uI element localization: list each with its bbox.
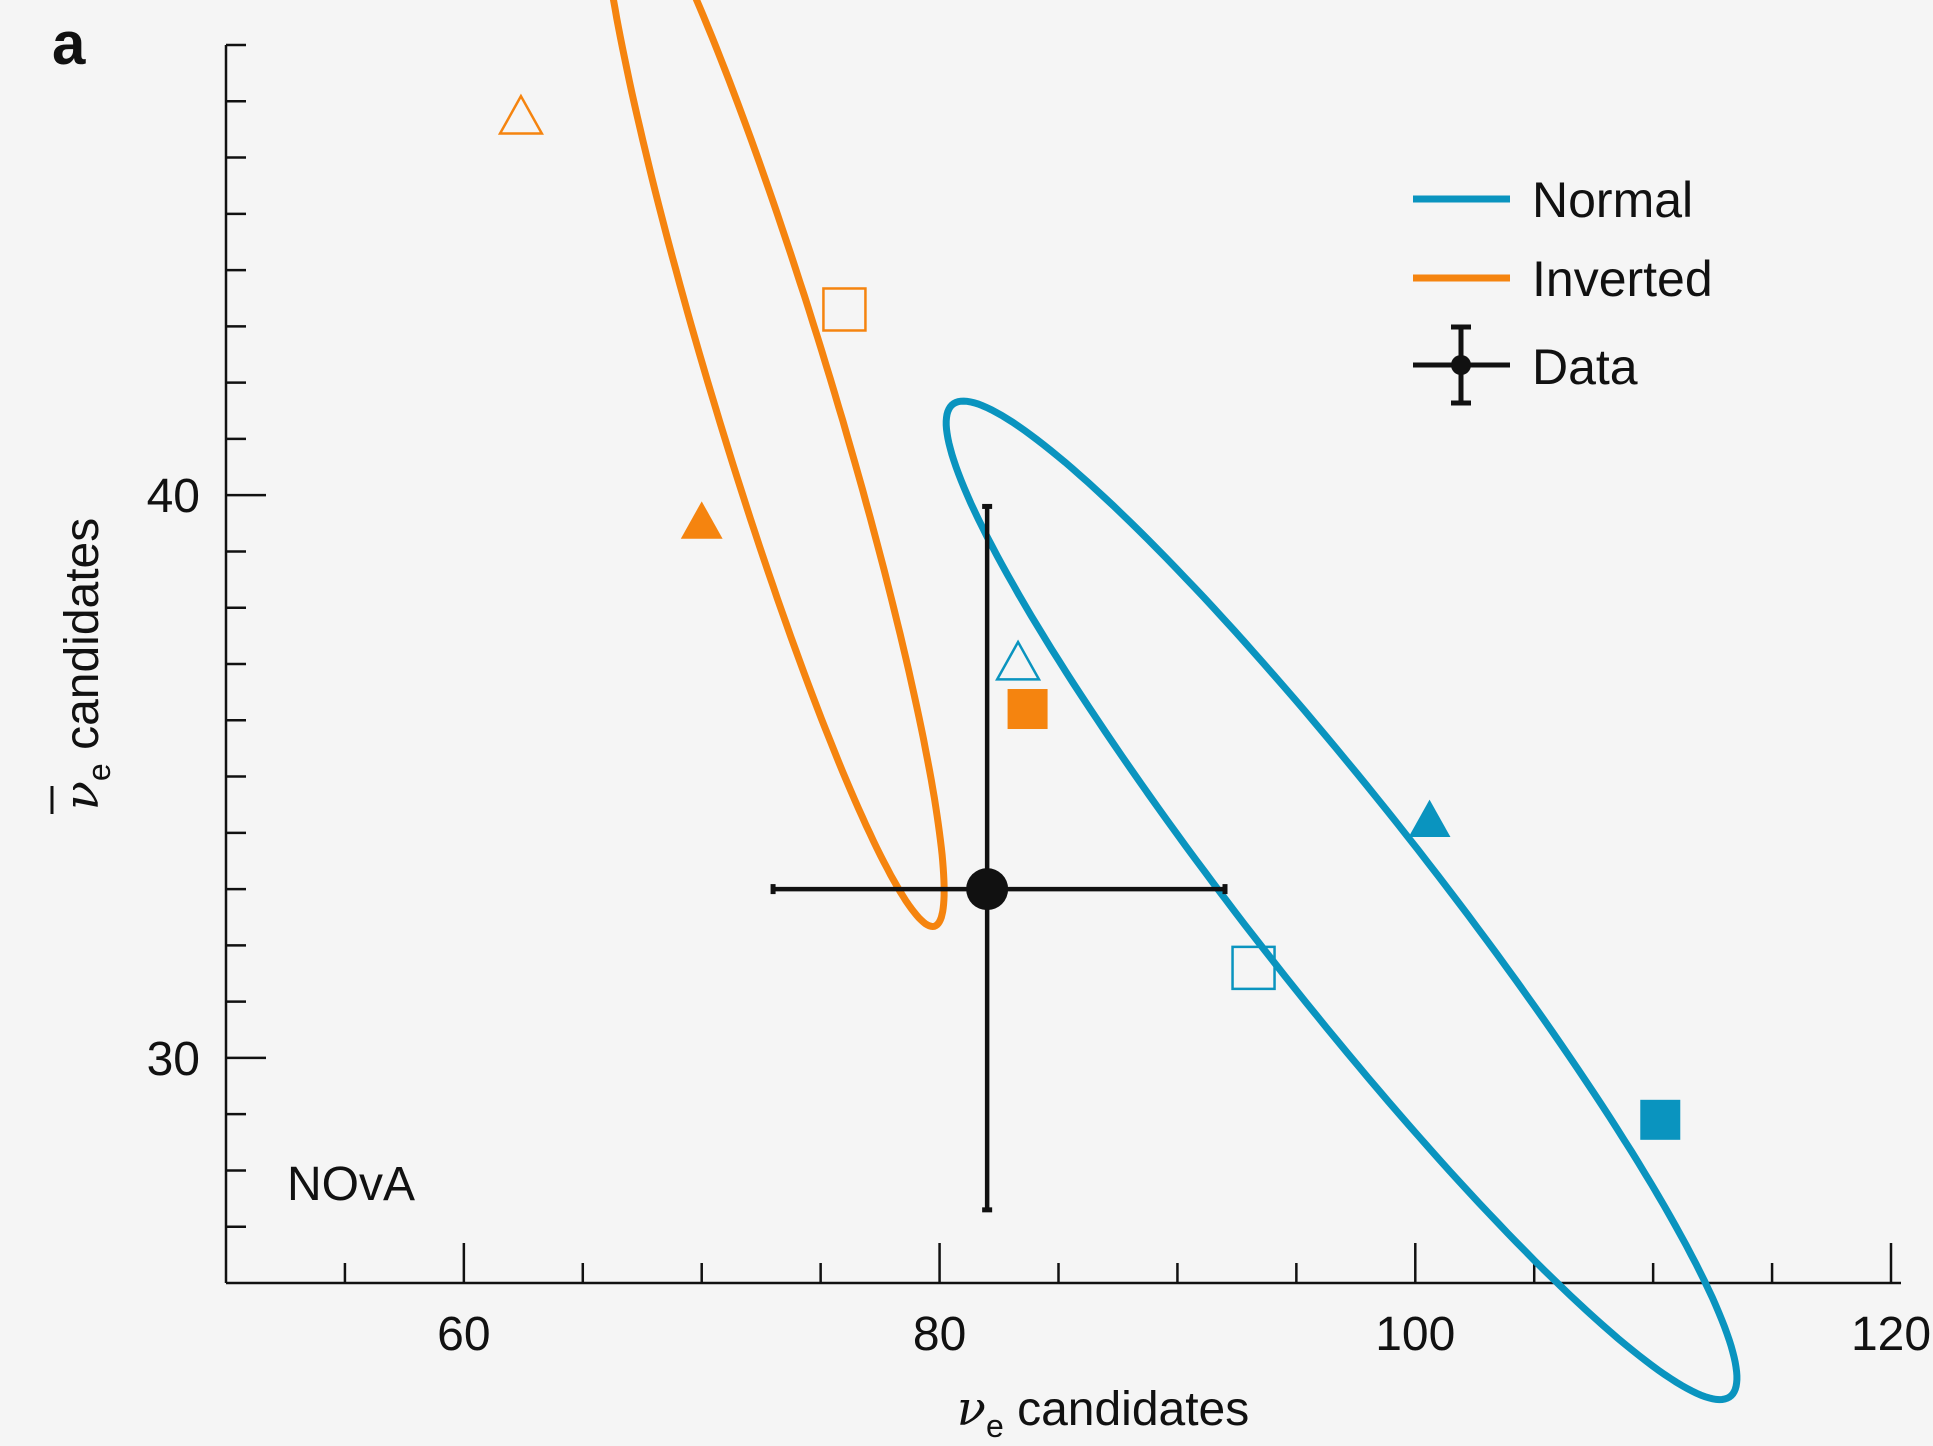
x-axis-label-symbol: ν [957, 1381, 986, 1437]
x-axis-label-subscript: e [986, 1408, 1004, 1444]
legend-swatch-data [1413, 324, 1510, 406]
ellipse-normal [942, 397, 1741, 1404]
ellipse-inverted [609, 0, 948, 931]
benchmark-markers [497, 93, 1681, 1140]
y-axis-label-symbol: ν [54, 781, 110, 810]
x-tick-label: 120 [1851, 1308, 1931, 1361]
x-tick-label: 60 [437, 1308, 490, 1361]
normal-filled-square-marker [1640, 1099, 1681, 1140]
legend: Normal Inverted Data [1413, 172, 1713, 406]
normal-filled-triangle-marker [1408, 799, 1451, 837]
x-axis-ticks: 60 80 100 120 [343, 1243, 1931, 1361]
data-point-marker [966, 868, 1009, 911]
x-tick-label: 80 [913, 1308, 966, 1361]
y-tick-label: 40 [147, 470, 200, 523]
svg-text:νe candidates: νe candidates [54, 518, 117, 811]
y-axis-ticks: 30 40 [147, 43, 266, 1228]
legend-label-data: Data [1532, 339, 1638, 395]
y-tick-label: 30 [147, 1033, 200, 1086]
panel-label: a [52, 10, 86, 77]
legend-label-inverted: Inverted [1532, 251, 1713, 307]
x-tick-label: 100 [1375, 1308, 1455, 1361]
data-point-group [770, 503, 1228, 1213]
y-axis-label-subscript: e [81, 763, 117, 781]
inverted-open-square-marker [822, 287, 867, 332]
inverted-open-triangle-marker [497, 93, 544, 135]
legend-label-normal: Normal [1532, 172, 1693, 228]
x-axis-label-text: candidates [1004, 1383, 1250, 1436]
experiment-label: NOvA [287, 1158, 415, 1211]
contour-ellipses [609, 0, 1741, 1404]
normal-open-triangle-marker [995, 639, 1042, 681]
inverted-filled-square-marker [1007, 689, 1048, 730]
normal-open-square-marker [1231, 945, 1276, 991]
y-axis-label-text: candidates [56, 518, 109, 764]
inverted-filled-triangle-marker [680, 501, 723, 539]
y-axis-label: νe candidates [50, 518, 117, 814]
x-axis-label: νe candidates [957, 1381, 1250, 1444]
